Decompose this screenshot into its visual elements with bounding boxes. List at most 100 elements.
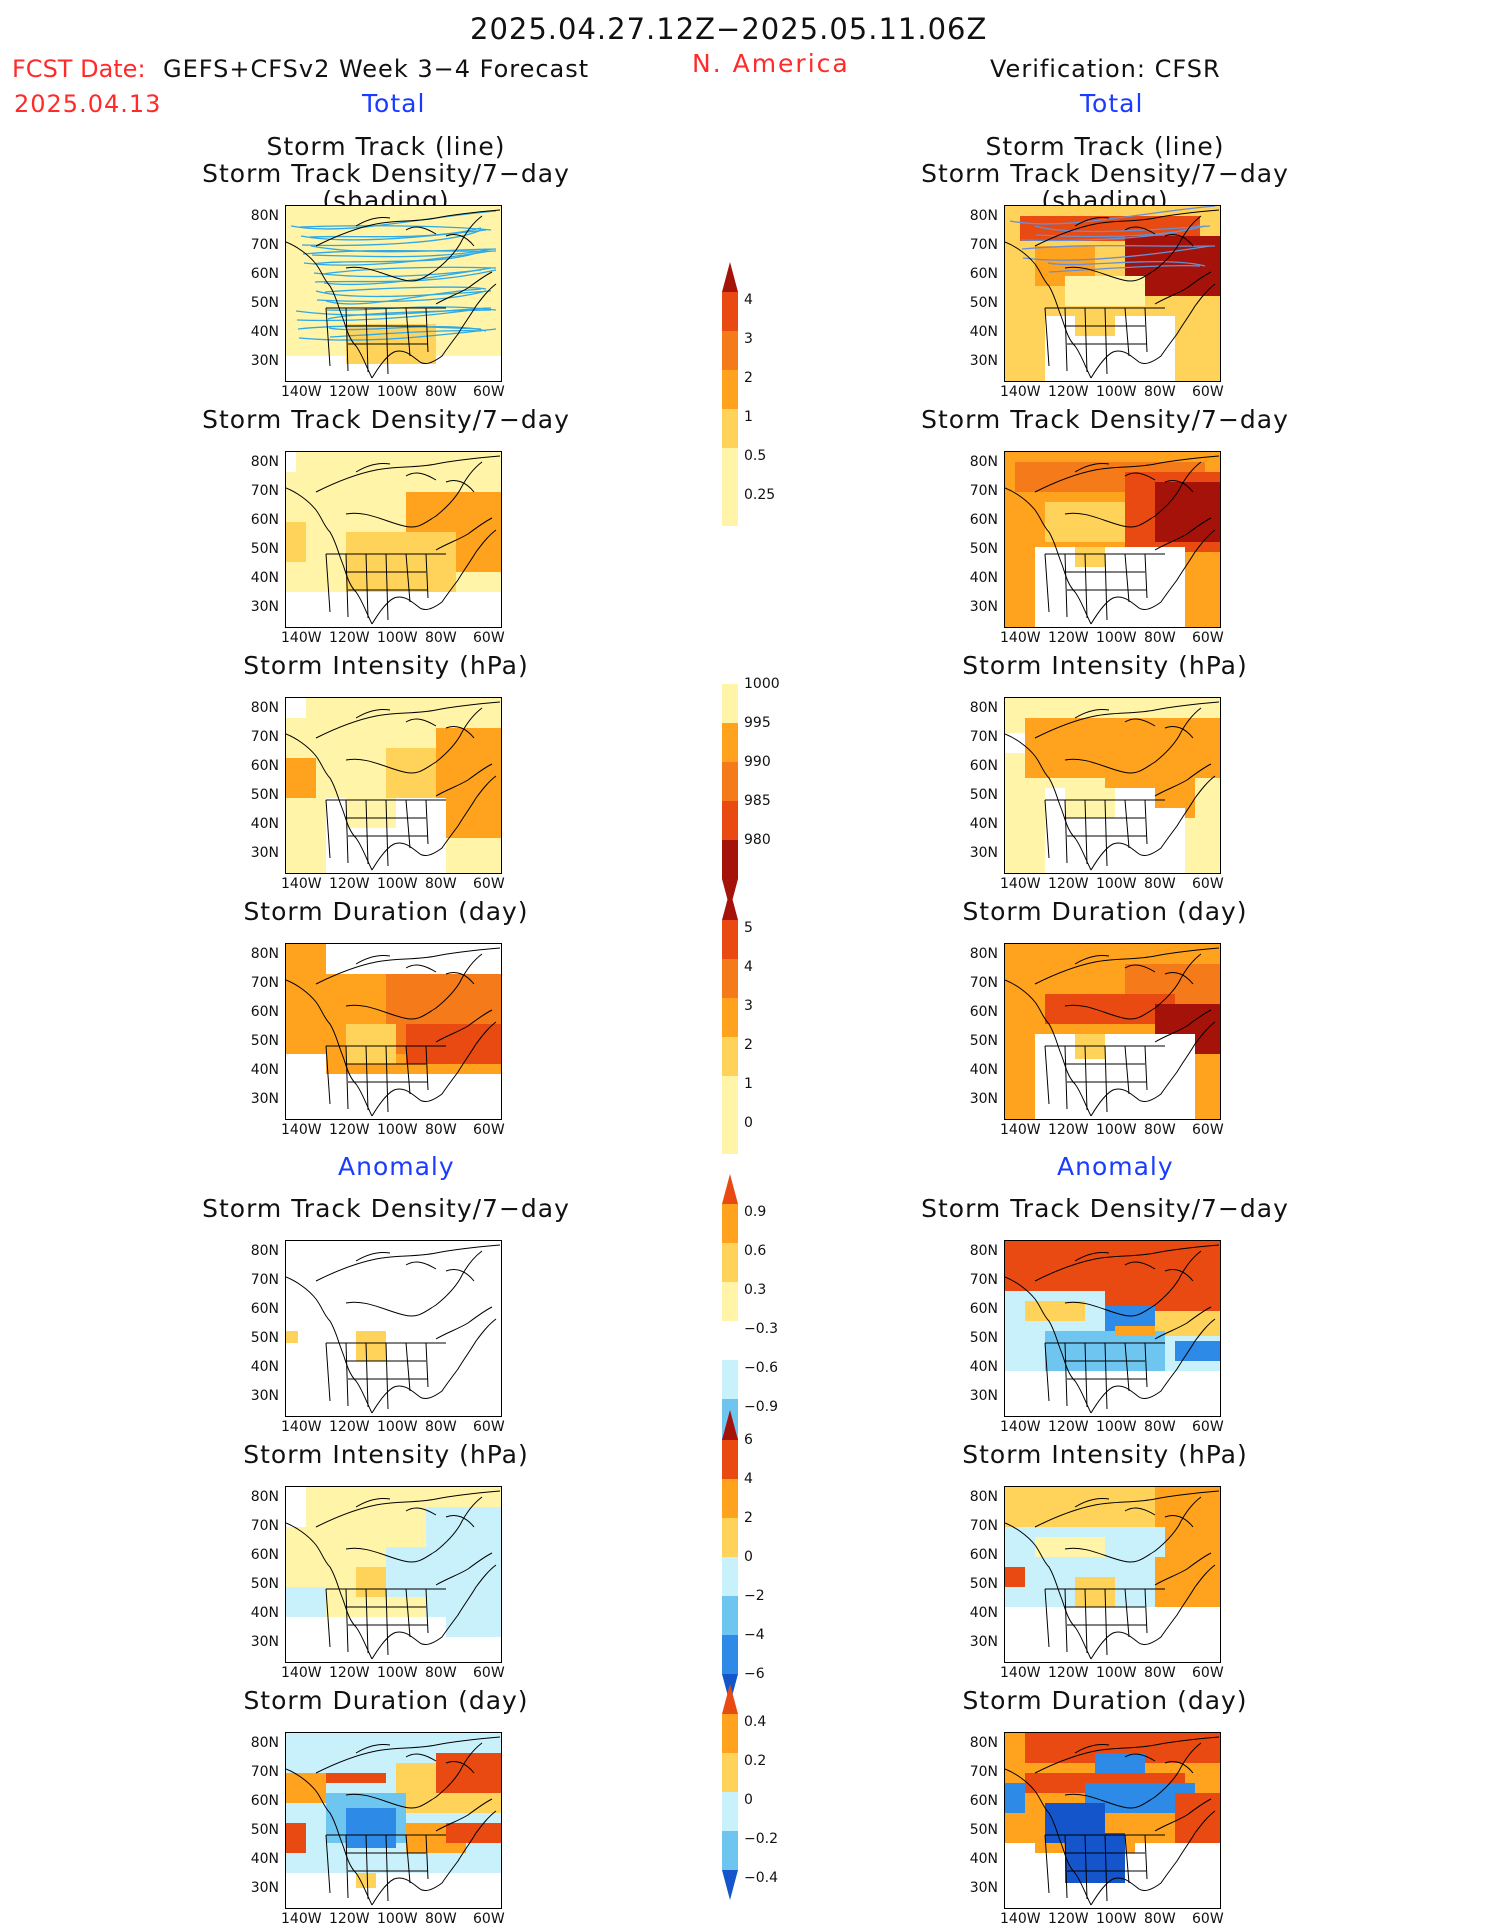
colorbar-segment (722, 1714, 738, 1753)
region-label: N. America (692, 49, 850, 78)
lon-label: 100W (377, 630, 418, 646)
colorbar-tick-label: −0.6 (744, 1360, 778, 1376)
colorbar-tick-label: 1 (744, 1076, 753, 1092)
lon-label: 140W (1000, 1911, 1041, 1927)
coastline (1154, 1009, 1212, 1043)
lat-label: 70N (969, 1764, 998, 1780)
coastline (286, 487, 373, 625)
map-panel-left-2 (285, 697, 502, 874)
lat-label: 60N (250, 512, 279, 528)
colorbar-segment (722, 1243, 738, 1282)
lon-label: 120W (329, 1122, 370, 1138)
coastline (1154, 1552, 1212, 1586)
coastline (1090, 529, 1216, 625)
shading-region (1075, 306, 1115, 336)
lon-label: 60W (473, 384, 505, 400)
storm-track-line (1034, 225, 1211, 233)
coastline (1064, 307, 1148, 375)
coastline (1090, 775, 1216, 871)
coastline (315, 947, 501, 985)
lon-label: 100W (1096, 1122, 1137, 1138)
lon-label: 100W (1096, 384, 1137, 400)
shading-region (446, 1607, 501, 1637)
lat-label: 60N (969, 512, 998, 528)
coastline (315, 1244, 501, 1282)
lon-label: 100W (1096, 1665, 1137, 1681)
colorbar-density-total (722, 262, 738, 526)
fcst-date-value: 2025.04.13 (14, 90, 162, 118)
storm-track-line (325, 288, 482, 305)
colorbar-segment (722, 998, 738, 1037)
colorbar-segment (722, 1076, 738, 1115)
shading-region (286, 452, 296, 472)
coastline (345, 799, 429, 867)
map-panel-right-5 (1004, 1486, 1221, 1663)
lon-label: 60W (1192, 1665, 1224, 1681)
coastline (1090, 1021, 1216, 1117)
colorbar-segment (722, 1037, 738, 1076)
storm-track-line (316, 290, 487, 303)
colorbar-segment (722, 762, 738, 801)
storm-track-line (329, 329, 482, 338)
coastline (435, 1552, 493, 1586)
lat-label: 30N (969, 1880, 998, 1896)
coastline (435, 763, 493, 797)
shading-region (1155, 482, 1220, 542)
coastline (1064, 953, 1202, 1020)
coastline (346, 1360, 428, 1380)
storm-track-line (290, 210, 497, 230)
colorbar-tick-label: −2 (744, 1588, 765, 1604)
coastline (345, 1250, 483, 1317)
lat-label: 40N (969, 1851, 998, 1867)
storm-track-line (301, 229, 482, 247)
coastline (1065, 817, 1147, 837)
shading-region (436, 1753, 501, 1793)
lon-label: 80W (425, 630, 457, 646)
lat-label: 70N (250, 975, 279, 991)
colorbar-segment (722, 409, 738, 448)
coastline (435, 271, 493, 305)
lon-label: 100W (377, 1419, 418, 1435)
coastline (371, 1564, 497, 1660)
coastline (1064, 461, 1202, 528)
coastline (1064, 1342, 1148, 1410)
shading-region (326, 1773, 386, 1783)
colorbar-segment (722, 1753, 738, 1792)
colorbar-tick-label: 6 (744, 1432, 753, 1448)
lat-label: 80N (969, 700, 998, 716)
coastline (371, 1810, 497, 1906)
map-panel-right-6 (1004, 1732, 1221, 1909)
coastline (355, 709, 475, 739)
colorbar-intensity-total (722, 684, 738, 909)
lat-label: 50N (250, 1033, 279, 1049)
lat-label: 80N (969, 946, 998, 962)
storm-track-line (309, 227, 482, 238)
shading-region (1005, 1783, 1025, 1813)
shading-region (346, 1808, 396, 1848)
lat-label: 80N (969, 1243, 998, 1259)
lon-label: 100W (1096, 1419, 1137, 1435)
colorbar-arrow-top (722, 1174, 738, 1204)
coastline (1154, 1798, 1212, 1832)
colorbar-segment (722, 1440, 738, 1479)
colorbar-tick-label: 0 (744, 1549, 753, 1565)
colorbar-segment (722, 1360, 738, 1399)
colorbar-tick-label: 0.6 (744, 1243, 767, 1259)
lat-label: 50N (969, 1330, 998, 1346)
lon-label: 60W (473, 1122, 505, 1138)
shading-region (356, 1331, 386, 1361)
title-left-duration: Storm Duration (day) (243, 897, 529, 926)
storm-track-line (1047, 260, 1206, 267)
lon-label: 80W (1144, 876, 1176, 892)
colorbar-tick-label: −4 (744, 1627, 765, 1643)
lon-label: 80W (425, 384, 457, 400)
coastline (371, 775, 497, 871)
colorbar-tick-label: 0.9 (744, 1204, 767, 1220)
colorbar-arrow-top (722, 1410, 738, 1440)
lat-label: 30N (969, 353, 998, 369)
coastline (346, 571, 428, 591)
coastline (345, 1834, 429, 1902)
lat-label: 80N (250, 454, 279, 470)
storm-track-line (310, 245, 497, 253)
coastline (371, 283, 497, 379)
